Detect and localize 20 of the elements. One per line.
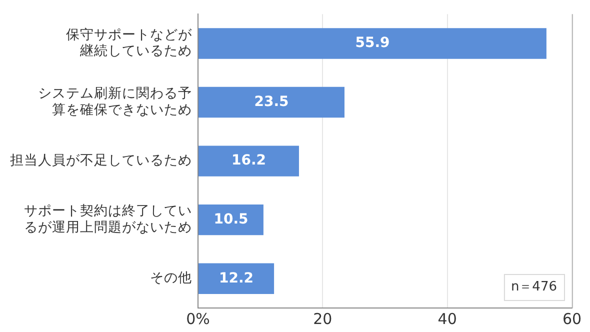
bar bbox=[198, 204, 264, 236]
y-tick-label: システム刷新に関わる予算を確保できないため bbox=[38, 86, 192, 118]
bar bbox=[198, 263, 274, 294]
annotation: n＝476 bbox=[510, 279, 558, 294]
bar bbox=[198, 146, 299, 176]
y-tick-label: 保守サポートなどが継続しているため bbox=[66, 26, 193, 60]
data-label: 23.5 bbox=[254, 94, 289, 110]
bar bbox=[198, 86, 344, 118]
y-tick-label: サポート契約は終了しているが運用上問題がないため bbox=[24, 203, 192, 236]
data-label: 10.5 bbox=[214, 211, 248, 228]
data-label: 12.2 bbox=[219, 270, 254, 286]
data-label: 16.2 bbox=[231, 152, 266, 169]
x-tick-label: 40 bbox=[438, 310, 457, 328]
x-tick-label: 0% bbox=[186, 310, 210, 328]
bar bbox=[198, 28, 546, 59]
data-label: 55.9 bbox=[355, 35, 390, 52]
y-tick-label: その他 bbox=[150, 270, 192, 286]
x-tick-label: 60 bbox=[562, 310, 582, 328]
x-tick-label: 20 bbox=[313, 310, 332, 328]
y-tick-label: 担当人員が不足しているため bbox=[10, 152, 192, 169]
